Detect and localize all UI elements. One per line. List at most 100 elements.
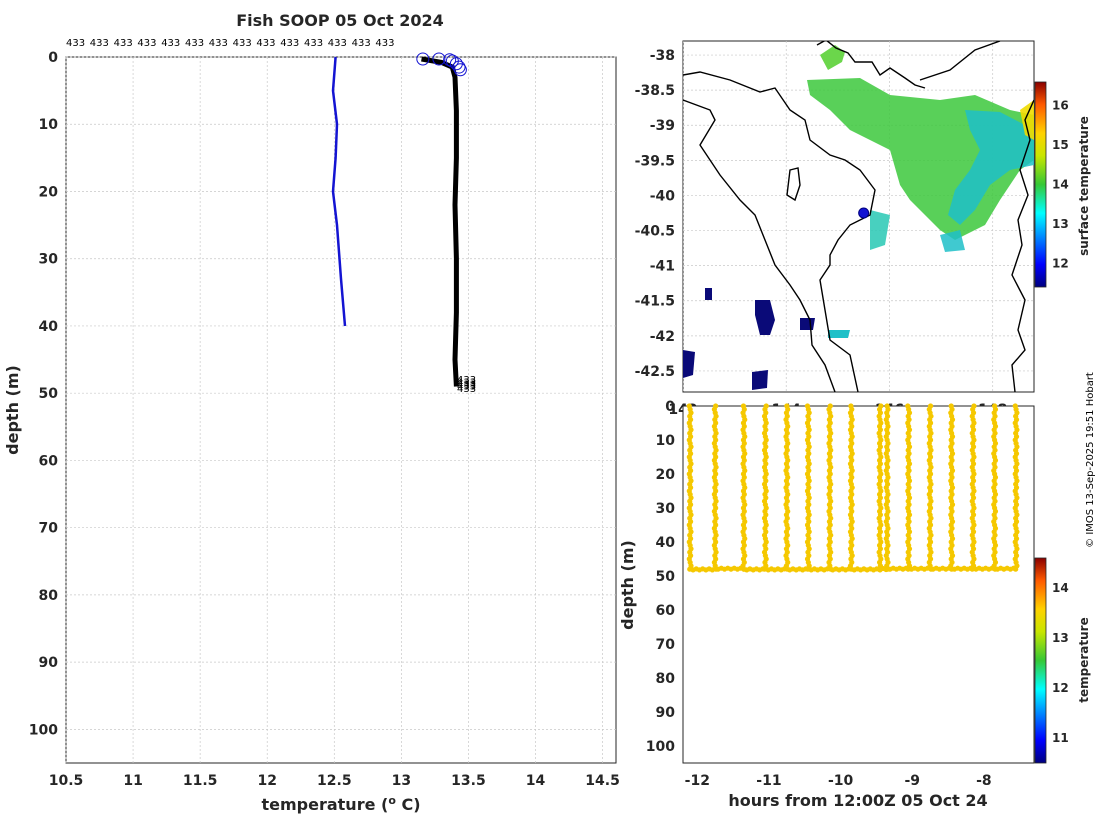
sst-colorbar-tick: 16 [1052, 99, 1069, 113]
depth-time-y-tick-label: 30 [656, 501, 676, 517]
vessel-position-marker [858, 207, 870, 219]
profile-count-label: 433 [90, 38, 109, 49]
depth-time-x-tick-label: -11 [756, 773, 781, 789]
depth-time-y-tick-label: 0 [665, 399, 675, 415]
coastline-west [683, 99, 836, 392]
depth-time-x-tick-label: -8 [976, 773, 992, 789]
profile-y-tick-label: 30 [39, 252, 59, 268]
coastline-bay [816, 41, 926, 89]
sst-map: 142144146148 -38-38.5-39-39.5-40-40.5-41… [635, 40, 1091, 418]
map-y-tick-label: -41 [650, 259, 675, 275]
profile-count-label: 433 [233, 38, 252, 49]
profile-bottom-label: 433 [457, 380, 476, 391]
depth-time-x-tick-label: -10 [828, 773, 854, 789]
profile-x-tick-label: 11 [123, 773, 142, 789]
temperature-colorbar-tick: 14 [1052, 581, 1069, 595]
map-y-tick-label: -42.5 [635, 364, 675, 380]
profile-count-label: 433 [66, 38, 85, 49]
depth-time-x-tick-label: -9 [904, 773, 920, 789]
sst-patch-cyan [948, 110, 1034, 225]
sst-patch-cold-4 [705, 288, 712, 300]
profile-x-tick-label: 11.5 [183, 773, 218, 789]
sst-patch-warm [1020, 100, 1034, 140]
depth-time-y-tick-label: 50 [656, 569, 676, 585]
profile-y-tick-label: 0 [48, 50, 58, 66]
sst-patch-cold-5 [800, 318, 815, 330]
profile-y-tick-label: 100 [29, 722, 58, 738]
depth-time-y-tick-label: 70 [656, 637, 676, 653]
coastline-east [919, 41, 1001, 81]
depth-time-y-axis-label: depth (m) [618, 540, 637, 630]
map-y-tick-label: -41.5 [635, 294, 675, 310]
profile-plot: 10.5 11 11.5 12 12.5 13 13.5 14 14.5 0 10 20 30 40 50… [3, 38, 620, 814]
profile-x-tick-label: 10.5 [49, 773, 84, 789]
map-y-tick-label: -40 [650, 188, 676, 204]
surface-marker [453, 63, 467, 77]
sst-patch-cyan-2 [828, 330, 850, 338]
profile-count-label: 433 [352, 38, 371, 49]
profile-y-axis-label: depth (m) [3, 365, 22, 455]
depth-time-y-tick-label: 80 [656, 671, 676, 687]
depth-time-y-tick-label: 40 [656, 535, 676, 551]
sst-colorbar-tick: 15 [1052, 138, 1069, 152]
cast-point [969, 566, 975, 572]
coastline [683, 41, 1034, 392]
profile-y-tick-label: 40 [39, 319, 59, 335]
coastline-tasmania [1011, 99, 1034, 392]
depth-time-y-tick-label: 100 [646, 739, 675, 755]
sst-patch-cold-3 [752, 370, 768, 390]
chart-title: Fish SOOP 05 Oct 2024 [236, 11, 444, 30]
series-line-climatology [331, 56, 347, 327]
surface-marker [443, 53, 457, 67]
profile-count-label: 433 [209, 38, 228, 49]
sst-patch-strait [870, 210, 890, 250]
profile-x-tick-label: 12.5 [317, 773, 352, 789]
profile-y-tick-label: 50 [39, 386, 59, 402]
profile-count-label: 433 [304, 38, 323, 49]
temperature-colorbar-label: temperature [1077, 617, 1091, 702]
profile-y-tick-label: 10 [39, 117, 59, 133]
depth-time-axes-box [682, 405, 1035, 764]
profile-count-label: 433 [114, 38, 133, 49]
profile-x-tick-label: 13 [392, 773, 411, 789]
temperature-colorbar [1034, 557, 1047, 764]
profile-bottom-label: 433 [457, 375, 476, 386]
profile-axes-box [65, 56, 617, 764]
profile-y-tick-label: 80 [39, 588, 59, 604]
map-y-tick-label: -39.5 [635, 153, 675, 169]
sst-patch-north [820, 45, 845, 70]
credit-text: © IMOS 13-Sep-2025 19:51 Hobart [1085, 372, 1096, 548]
sst-colorbar-tick: 14 [1052, 178, 1069, 192]
depth-time-y-tick-label: 20 [656, 467, 676, 483]
temperature-colorbar-tick: 12 [1052, 681, 1069, 695]
profile-y-tick-label: 90 [39, 655, 59, 671]
depth-time-y-tick-label: 90 [656, 705, 676, 721]
profile-bottom-label: 433 [457, 384, 476, 395]
sst-colorbar-tick: 12 [1052, 256, 1069, 270]
sst-patch-cold-1 [755, 300, 775, 335]
map-y-tick-label: -39 [650, 118, 675, 134]
map-y-tick-label: -38 [650, 48, 675, 64]
profile-count-label: 433 [256, 38, 275, 49]
temperature-colorbar-tick: 11 [1052, 731, 1069, 745]
sst-patches [683, 45, 1034, 390]
profile-count-label: 433 [161, 38, 180, 49]
depth-time-x-axis-label: hours from 12:00Z 05 Oct 24 [728, 791, 987, 810]
profile-count-label: 433 [185, 38, 204, 49]
profile-bottom-label: 433 [457, 382, 476, 393]
depth-time-y-tick-label: 60 [656, 603, 676, 619]
cast-point [1013, 566, 1019, 572]
depth-time-x-tick-label: -12 [685, 773, 710, 789]
profile-count-label: 433 [137, 38, 156, 49]
sst-patch-east [940, 230, 965, 252]
profile-y-tick-label: 60 [39, 453, 59, 469]
profile-x-tick-label: 13.5 [451, 773, 486, 789]
profile-count-label: 433 [280, 38, 299, 49]
depth-time-y-tick-label: 10 [656, 433, 676, 449]
sst-colorbar-label: surface temperature [1077, 116, 1091, 256]
profile-count-label: 433 [375, 38, 394, 49]
island-king [786, 167, 801, 202]
map-y-tick-label: -38.5 [635, 83, 675, 99]
profile-x-axis-label: temperature (o C) [261, 794, 420, 814]
